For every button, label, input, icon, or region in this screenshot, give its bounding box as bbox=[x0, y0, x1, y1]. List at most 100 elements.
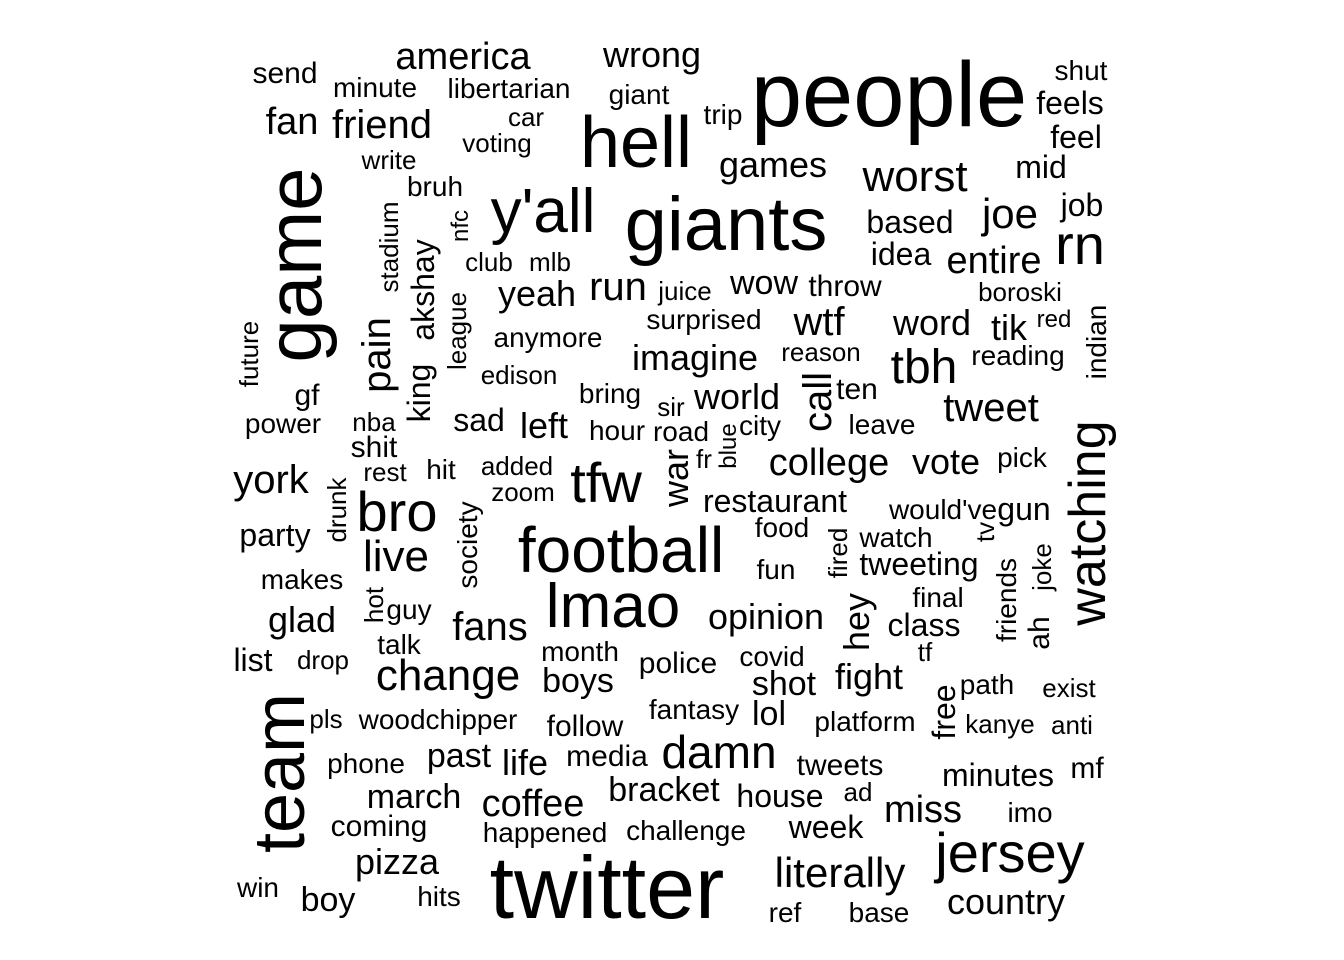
word: world bbox=[693, 376, 781, 417]
word: wow bbox=[729, 264, 799, 302]
word: tv bbox=[970, 521, 1000, 543]
word: red bbox=[1036, 306, 1072, 333]
word: fans bbox=[452, 605, 528, 649]
word: imagine bbox=[631, 337, 759, 378]
word: surprised bbox=[646, 304, 762, 335]
word: base bbox=[848, 897, 910, 928]
word: police bbox=[638, 647, 718, 680]
word: friend bbox=[331, 103, 433, 147]
word: game bbox=[250, 167, 338, 363]
word: joe bbox=[981, 190, 1039, 237]
word: word bbox=[892, 302, 972, 343]
word: city bbox=[739, 410, 781, 441]
word: fun bbox=[756, 554, 796, 585]
word: pain bbox=[355, 317, 399, 393]
word: america bbox=[395, 36, 531, 78]
word: shut bbox=[1054, 55, 1108, 86]
word: minute bbox=[332, 72, 418, 103]
word: hit bbox=[426, 454, 456, 485]
word: joke bbox=[1027, 543, 1057, 591]
word: left bbox=[519, 405, 569, 446]
word: society bbox=[452, 501, 483, 589]
word: mf bbox=[1070, 752, 1104, 785]
word: shit bbox=[350, 431, 398, 464]
word: hell bbox=[579, 103, 693, 183]
word: hits bbox=[417, 881, 461, 912]
word: yeah bbox=[497, 273, 577, 314]
word: fr bbox=[696, 444, 712, 474]
word: feels bbox=[1036, 85, 1104, 121]
word: car bbox=[507, 102, 545, 132]
word: reason bbox=[781, 337, 861, 367]
word: glad bbox=[267, 599, 337, 640]
word: month bbox=[541, 636, 619, 667]
word: worst bbox=[862, 152, 968, 201]
word: boy bbox=[300, 881, 356, 919]
word: akshay bbox=[405, 239, 441, 341]
word: would've bbox=[888, 494, 998, 525]
word: twitter bbox=[489, 838, 725, 937]
word: nfc bbox=[447, 209, 474, 243]
word: wrong bbox=[602, 34, 702, 75]
word: club bbox=[465, 247, 513, 277]
word: friends bbox=[991, 557, 1022, 643]
word: fired bbox=[823, 527, 853, 579]
word: follow bbox=[546, 710, 624, 743]
word: vote bbox=[911, 441, 981, 482]
word: food bbox=[754, 512, 810, 543]
word: exist bbox=[1042, 673, 1096, 703]
word: bro bbox=[356, 480, 438, 543]
word: fight bbox=[834, 656, 904, 697]
word: kanye bbox=[965, 709, 1035, 739]
word: fan bbox=[265, 101, 319, 143]
word: watch bbox=[859, 522, 933, 553]
word: lmao bbox=[545, 572, 681, 641]
word: coming bbox=[330, 810, 428, 843]
word: phone bbox=[327, 748, 405, 779]
word: trip bbox=[703, 99, 743, 130]
word: send bbox=[252, 57, 318, 90]
word: games bbox=[718, 144, 828, 185]
word: mid bbox=[1015, 149, 1067, 185]
word: voting bbox=[462, 128, 532, 158]
word: march bbox=[366, 778, 462, 816]
word: hour bbox=[588, 415, 646, 446]
word: imo bbox=[1007, 797, 1053, 828]
word: giants bbox=[624, 182, 828, 267]
word: nba bbox=[352, 407, 396, 437]
word: tik bbox=[991, 307, 1027, 348]
word: watching bbox=[1059, 420, 1117, 626]
word: boroski bbox=[978, 277, 1062, 307]
word: past bbox=[426, 737, 492, 775]
word: tweet bbox=[943, 386, 1039, 430]
word: added bbox=[480, 451, 554, 481]
word: ref bbox=[768, 897, 802, 928]
word: platform bbox=[814, 706, 916, 737]
word: shot bbox=[751, 665, 817, 703]
word: team bbox=[240, 692, 320, 854]
word: ad bbox=[843, 777, 873, 807]
word: country bbox=[946, 881, 1066, 922]
word: literally bbox=[774, 849, 906, 896]
word: miss bbox=[883, 789, 963, 831]
word: week bbox=[788, 809, 864, 845]
word: feel bbox=[1050, 119, 1102, 155]
word: stadium bbox=[374, 201, 404, 293]
word: hey bbox=[836, 592, 877, 652]
word: wtf bbox=[793, 300, 845, 344]
word: edison bbox=[480, 360, 558, 390]
word: drunk bbox=[322, 477, 352, 543]
word: party bbox=[239, 517, 311, 553]
word: rn bbox=[1055, 213, 1105, 276]
word: jersey bbox=[935, 821, 1085, 884]
word: call bbox=[796, 371, 840, 433]
word: future bbox=[234, 320, 264, 388]
word: opinion bbox=[707, 596, 825, 637]
word: guy bbox=[386, 594, 432, 625]
word: pls bbox=[309, 704, 343, 734]
word: bring bbox=[578, 378, 642, 409]
word: path bbox=[959, 669, 1015, 700]
word: entire bbox=[946, 240, 1042, 282]
word: y'all bbox=[490, 177, 596, 246]
